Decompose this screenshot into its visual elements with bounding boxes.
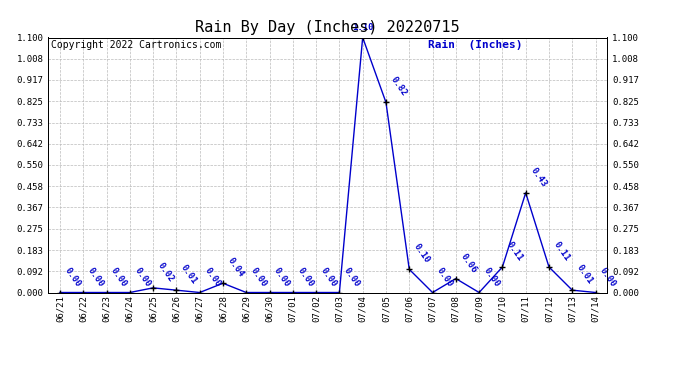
Text: 0.00: 0.00 bbox=[249, 266, 268, 288]
Title: Rain By Day (Inches) 20220715: Rain By Day (Inches) 20220715 bbox=[195, 20, 460, 35]
Text: 0.02: 0.02 bbox=[156, 261, 175, 284]
Text: 0.00: 0.00 bbox=[598, 266, 618, 288]
Text: 0.00: 0.00 bbox=[202, 266, 222, 288]
Text: 1.10: 1.10 bbox=[352, 23, 373, 32]
Text: 0.00: 0.00 bbox=[63, 266, 82, 288]
Text: 0.00: 0.00 bbox=[109, 266, 129, 288]
Text: 0.00: 0.00 bbox=[86, 266, 106, 288]
Text: 0.00: 0.00 bbox=[319, 266, 339, 288]
Text: 0.00: 0.00 bbox=[482, 266, 502, 288]
Text: 0.01: 0.01 bbox=[575, 263, 595, 286]
Text: 0.00: 0.00 bbox=[132, 266, 152, 288]
Text: 0.11: 0.11 bbox=[505, 240, 525, 263]
Text: 0.00: 0.00 bbox=[295, 266, 315, 288]
Text: 0.82: 0.82 bbox=[388, 75, 408, 98]
Text: 0.00: 0.00 bbox=[273, 266, 292, 288]
Text: 0.43: 0.43 bbox=[529, 166, 548, 189]
Text: 0.00: 0.00 bbox=[342, 266, 362, 288]
Text: 0.11: 0.11 bbox=[552, 240, 571, 263]
Text: 0.10: 0.10 bbox=[412, 242, 432, 265]
Text: 0.00: 0.00 bbox=[435, 266, 455, 288]
Text: 0.01: 0.01 bbox=[179, 263, 199, 286]
Text: 0.04: 0.04 bbox=[226, 256, 246, 279]
Text: Copyright 2022 Cartronics.com: Copyright 2022 Cartronics.com bbox=[51, 40, 221, 50]
Text: Rain  (Inches): Rain (Inches) bbox=[428, 40, 523, 50]
Text: 0.06: 0.06 bbox=[459, 252, 478, 274]
